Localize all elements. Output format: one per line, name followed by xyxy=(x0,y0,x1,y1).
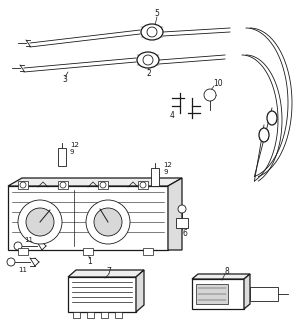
Circle shape xyxy=(60,182,66,188)
Text: 11: 11 xyxy=(24,237,33,243)
Ellipse shape xyxy=(141,24,163,40)
Text: 11: 11 xyxy=(18,267,27,273)
Text: 9: 9 xyxy=(70,149,75,155)
Bar xyxy=(192,279,244,309)
Bar xyxy=(115,312,122,318)
Text: 10: 10 xyxy=(213,78,223,87)
Text: 12: 12 xyxy=(163,162,172,168)
Ellipse shape xyxy=(143,55,153,65)
Bar xyxy=(73,312,80,318)
Text: 8: 8 xyxy=(225,268,229,276)
Text: 9: 9 xyxy=(163,169,167,175)
Polygon shape xyxy=(168,178,182,250)
Text: 4: 4 xyxy=(169,110,175,119)
Bar xyxy=(58,181,68,189)
Text: 5: 5 xyxy=(154,10,160,19)
Bar xyxy=(68,277,136,312)
Ellipse shape xyxy=(267,111,277,125)
Circle shape xyxy=(26,208,54,236)
Polygon shape xyxy=(68,270,144,277)
Text: 2: 2 xyxy=(147,68,151,77)
Ellipse shape xyxy=(147,27,157,37)
Bar xyxy=(58,148,66,166)
FancyBboxPatch shape xyxy=(8,186,168,250)
Bar xyxy=(250,287,278,301)
Ellipse shape xyxy=(137,52,159,68)
Text: 6: 6 xyxy=(183,228,188,237)
Circle shape xyxy=(140,182,146,188)
Text: 3: 3 xyxy=(63,76,67,84)
Bar xyxy=(151,168,159,186)
Circle shape xyxy=(178,205,186,213)
Polygon shape xyxy=(192,274,250,279)
Ellipse shape xyxy=(259,128,269,142)
Bar xyxy=(176,218,188,228)
Text: 12: 12 xyxy=(70,142,79,148)
Circle shape xyxy=(94,208,122,236)
Ellipse shape xyxy=(204,89,216,101)
Circle shape xyxy=(20,182,26,188)
Circle shape xyxy=(18,200,62,244)
Bar xyxy=(18,181,28,189)
Circle shape xyxy=(100,182,106,188)
Text: 1: 1 xyxy=(88,258,92,267)
Bar xyxy=(87,312,94,318)
Polygon shape xyxy=(244,274,250,309)
Circle shape xyxy=(14,242,22,250)
Text: 7: 7 xyxy=(107,268,111,276)
Bar xyxy=(196,284,228,304)
Bar xyxy=(83,248,93,255)
Circle shape xyxy=(86,200,130,244)
Bar xyxy=(18,248,28,255)
Bar xyxy=(138,181,148,189)
Bar xyxy=(143,248,153,255)
Bar xyxy=(98,181,108,189)
Polygon shape xyxy=(136,270,144,312)
Polygon shape xyxy=(8,178,182,186)
Bar xyxy=(101,312,108,318)
Circle shape xyxy=(7,258,15,266)
